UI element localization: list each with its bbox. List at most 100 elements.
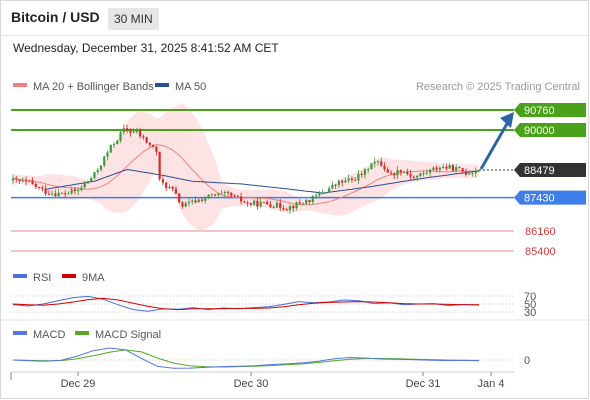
ma20-legend-label: MA 20 + Bollinger Bands: [33, 81, 154, 93]
candle: [461, 167, 464, 174]
header-divider: [0, 35, 590, 36]
candle: [230, 191, 233, 199]
candle: [233, 194, 236, 198]
instrument-title: Bitcoin / USD: [11, 9, 100, 25]
candle: [236, 195, 239, 198]
candle: [438, 166, 441, 173]
candle: [106, 150, 109, 161]
candle: [455, 163, 458, 173]
candle: [435, 165, 438, 173]
x-tick-label: Jan 4: [478, 378, 505, 390]
candle: [412, 175, 415, 181]
level-label-90760: 90760: [524, 105, 555, 117]
candle: [138, 127, 142, 139]
ma9-legend-swatch: [62, 274, 76, 278]
candle: [419, 172, 422, 178]
candle: [60, 192, 63, 194]
candle: [57, 188, 60, 198]
candle: [73, 187, 77, 195]
candle: [422, 170, 425, 177]
candle: [279, 198, 282, 212]
candle: [305, 198, 308, 205]
candle: [132, 128, 135, 134]
candle: [451, 163, 455, 172]
candle: [288, 204, 292, 215]
macd-line: [12, 347, 480, 369]
candle: [70, 186, 73, 195]
x-axis: Dec 29 Dec 30 Dec 31 Jan 4: [10, 371, 514, 390]
candle: [64, 190, 67, 198]
forecast-arrow-shaft: [479, 121, 510, 170]
timeframe-button[interactable]: 30 MIN: [108, 8, 159, 30]
candle: [181, 201, 184, 209]
candle: [200, 197, 204, 203]
candle: [174, 186, 178, 195]
candle: [51, 190, 54, 196]
candle: [285, 207, 288, 212]
candle: [266, 199, 269, 205]
candle: [324, 192, 327, 195]
candle: [256, 197, 259, 210]
candle: [406, 168, 409, 176]
candle: [357, 170, 360, 185]
bollinger-band-fill: [13, 103, 479, 230]
candle: [477, 170, 481, 173]
candle: [47, 190, 50, 196]
candle: [171, 186, 174, 192]
candle: [402, 170, 406, 174]
candle: [334, 183, 337, 189]
candle: [360, 171, 363, 178]
candle: [337, 179, 340, 189]
ma20-line: [12, 144, 480, 206]
rsi-legend-label: RSI: [33, 272, 51, 284]
candle: [292, 204, 295, 213]
candle: [321, 189, 324, 195]
macd-tick-0: 0: [524, 355, 530, 367]
x-tick-label: Dec 31: [406, 378, 441, 390]
candle: [210, 193, 213, 198]
candle: [148, 142, 151, 148]
candle: [458, 166, 461, 169]
candle: [41, 185, 44, 192]
candle: [311, 195, 314, 205]
candle: [445, 163, 448, 171]
candle: [240, 192, 243, 205]
level-tag-87430: [514, 190, 586, 205]
price-levels: [11, 109, 514, 252]
candle: [145, 136, 148, 144]
candle: [373, 157, 376, 168]
level-label-87430: 87430: [524, 193, 555, 205]
candle: [15, 175, 18, 183]
header: Bitcoin / USD 30 MIN: [0, 0, 590, 36]
candle: [161, 175, 165, 186]
candle: [197, 198, 200, 203]
macd-signal-legend-label: MACD Signal: [95, 329, 161, 341]
candle: [243, 200, 246, 204]
ma50-line: [45, 168, 480, 194]
level-tag-90760: [514, 103, 586, 117]
candle: [386, 166, 389, 174]
candle: [341, 179, 344, 187]
candle: [109, 144, 112, 154]
candle: [396, 166, 399, 180]
candle: [24, 176, 28, 186]
candle: [474, 167, 477, 178]
candle: [399, 169, 402, 176]
candle: [77, 186, 80, 196]
macd-legend-swatch: [13, 331, 27, 335]
candle: [298, 199, 301, 205]
candle: [448, 162, 451, 169]
candle: [135, 127, 138, 134]
rsi-legend-swatch: [13, 274, 27, 278]
level-tag-90000: [514, 122, 586, 137]
candle: [269, 200, 272, 209]
candle: [90, 176, 93, 183]
candle: [432, 166, 435, 172]
candle: [282, 205, 285, 211]
candle: [184, 201, 187, 208]
candle: [112, 141, 116, 148]
candle: [54, 189, 57, 197]
